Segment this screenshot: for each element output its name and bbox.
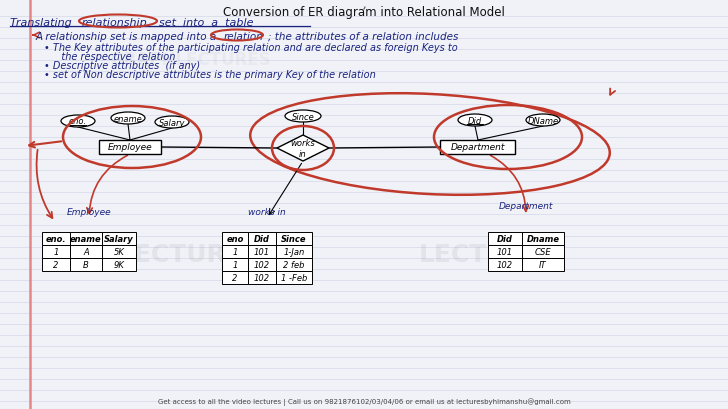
Text: 9K: 9K [114,261,124,270]
Ellipse shape [61,116,95,128]
Text: • set of Non descriptive attributes is the primary Key of the relation: • set of Non descriptive attributes is t… [44,70,376,80]
Bar [276,258,312,271]
Bar [522,245,564,258]
Text: ename: ename [70,234,102,243]
Text: Since: Since [292,112,314,121]
Bar [488,258,522,271]
Text: ; the attributes of a relation includes: ; the attributes of a relation includes [268,32,459,42]
Ellipse shape [285,111,321,123]
Text: Since: Since [281,234,306,243]
Bar [102,258,136,271]
Bar [248,245,276,258]
Text: works
in: works in [290,139,315,158]
Bar [70,258,102,271]
Ellipse shape [155,117,189,129]
Text: Did: Did [254,234,270,243]
Text: Translating: Translating [10,18,79,28]
Text: 1: 1 [53,247,59,256]
Polygon shape [277,136,329,162]
Text: 101: 101 [497,247,513,256]
Text: set  into  a  table: set into a table [152,18,253,28]
Bar [522,232,564,245]
Text: Did: Did [497,234,513,243]
Text: 102: 102 [254,261,270,270]
Text: Get access to all the video lectures | Call us on 9821876102/03/04/06 or email u: Get access to all the video lectures | C… [158,397,570,405]
Ellipse shape [458,115,492,127]
Text: • Descriptive attributes  (if any): • Descriptive attributes (if any) [44,61,200,71]
Bar [70,245,102,258]
Text: LECTURES: LECTURES [119,243,261,266]
Text: the respective  relation: the respective relation [52,52,175,62]
Text: CSE: CSE [534,247,551,256]
Bar [70,232,102,245]
Bar [42,258,70,271]
Text: ename: ename [114,114,143,123]
Text: A relationship set is mapped into a: A relationship set is mapped into a [36,32,221,42]
Text: Conversion of ER diagram into Relational Model: Conversion of ER diagram into Relational… [223,6,505,19]
Text: DName: DName [528,116,558,125]
Bar [248,258,276,271]
Text: 1-Jan: 1-Jan [283,247,304,256]
Bar [276,271,312,284]
Bar [42,245,70,258]
Text: Salary: Salary [104,234,134,243]
Text: A: A [83,247,89,256]
Bar [42,232,70,245]
Text: 102: 102 [497,261,513,270]
Text: 1: 1 [232,261,237,270]
Text: B: B [83,261,89,270]
Ellipse shape [111,113,145,125]
Text: Department: Department [451,143,505,152]
Text: 1: 1 [232,247,237,256]
Text: 5K: 5K [114,247,124,256]
Bar [488,232,522,245]
Bar [522,258,564,271]
Bar [222,258,248,271]
Text: Dname: Dname [526,234,560,243]
Text: • The Key attributes of the participating relation and are declared as foreign K: • The Key attributes of the participatin… [44,43,458,53]
Text: 102: 102 [254,273,270,282]
Bar [222,232,248,245]
Bar [248,232,276,245]
Bar [99,141,161,155]
Text: 101: 101 [254,247,270,256]
Bar [102,245,136,258]
Text: 2: 2 [53,261,59,270]
Text: Department: Department [499,202,553,211]
Bar [276,245,312,258]
Text: GRAPHLECTURES: GRAPHLECTURES [110,51,270,69]
Text: 1 -Feb: 1 -Feb [281,273,307,282]
Text: eno: eno [226,234,244,243]
Bar [222,245,248,258]
Text: LECTURES: LECTURES [419,243,561,266]
Text: 2 feb: 2 feb [283,261,305,270]
Text: Did: Did [468,116,482,125]
Bar [102,232,136,245]
Text: Employee: Employee [108,143,152,152]
Text: relation: relation [224,32,264,42]
Bar [276,232,312,245]
Text: eno.: eno. [69,117,87,126]
Bar [488,245,522,258]
Text: eno.: eno. [46,234,66,243]
Bar [222,271,248,284]
Text: works in: works in [248,207,286,216]
Bar [440,141,515,155]
Bar [248,271,276,284]
Text: 2: 2 [232,273,237,282]
Ellipse shape [526,115,560,127]
Text: relationship: relationship [82,18,148,28]
Text: Employee: Employee [67,207,111,216]
Text: IT: IT [539,261,547,270]
Text: Salary: Salary [159,118,185,127]
